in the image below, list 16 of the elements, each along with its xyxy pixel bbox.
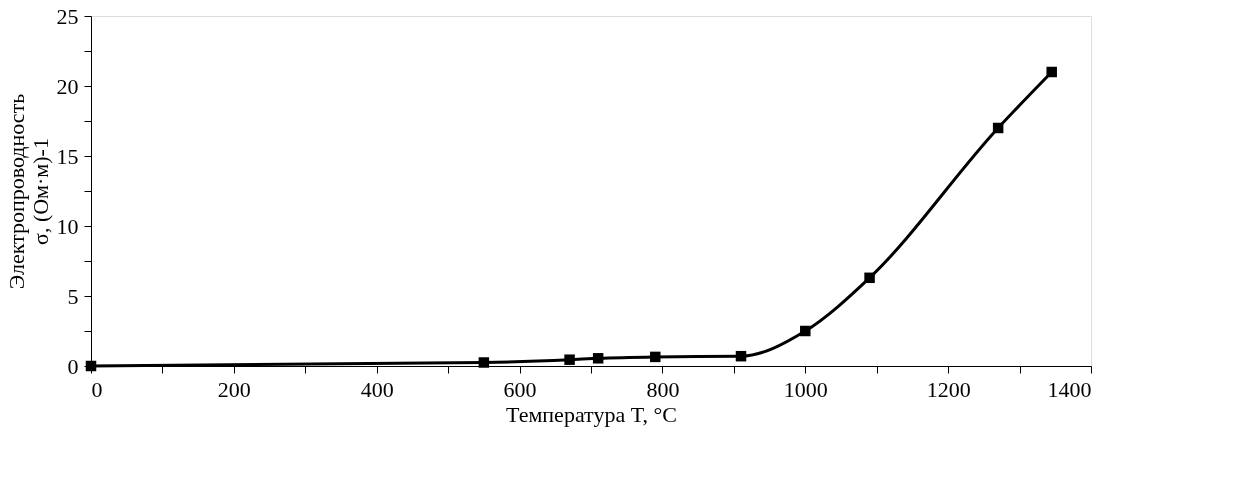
y-tick-label: 10 — [56, 213, 79, 239]
y-tick-label: 20 — [56, 73, 79, 99]
y-tick-label: 25 — [56, 3, 79, 29]
x-tick-label: 600 — [503, 376, 537, 402]
x-tick-label: 400 — [360, 376, 394, 402]
y-tick-label: 5 — [67, 283, 79, 309]
x-tick-label: 1000 — [783, 376, 828, 402]
x-axis-title: Температура T, °C — [506, 401, 677, 427]
x-tick-label: 200 — [217, 376, 251, 402]
y-tick-label: 0 — [67, 353, 79, 379]
y-axis-title: Электропроводность σ, (Ом·м)-1 — [3, 93, 53, 290]
x-tick-label: 800 — [646, 376, 680, 402]
x-tick-label: 1400 — [1047, 376, 1092, 402]
y-tick-label: 15 — [56, 143, 79, 169]
x-tick-label: 0 — [91, 376, 103, 402]
x-tick-label: 1200 — [926, 376, 971, 402]
